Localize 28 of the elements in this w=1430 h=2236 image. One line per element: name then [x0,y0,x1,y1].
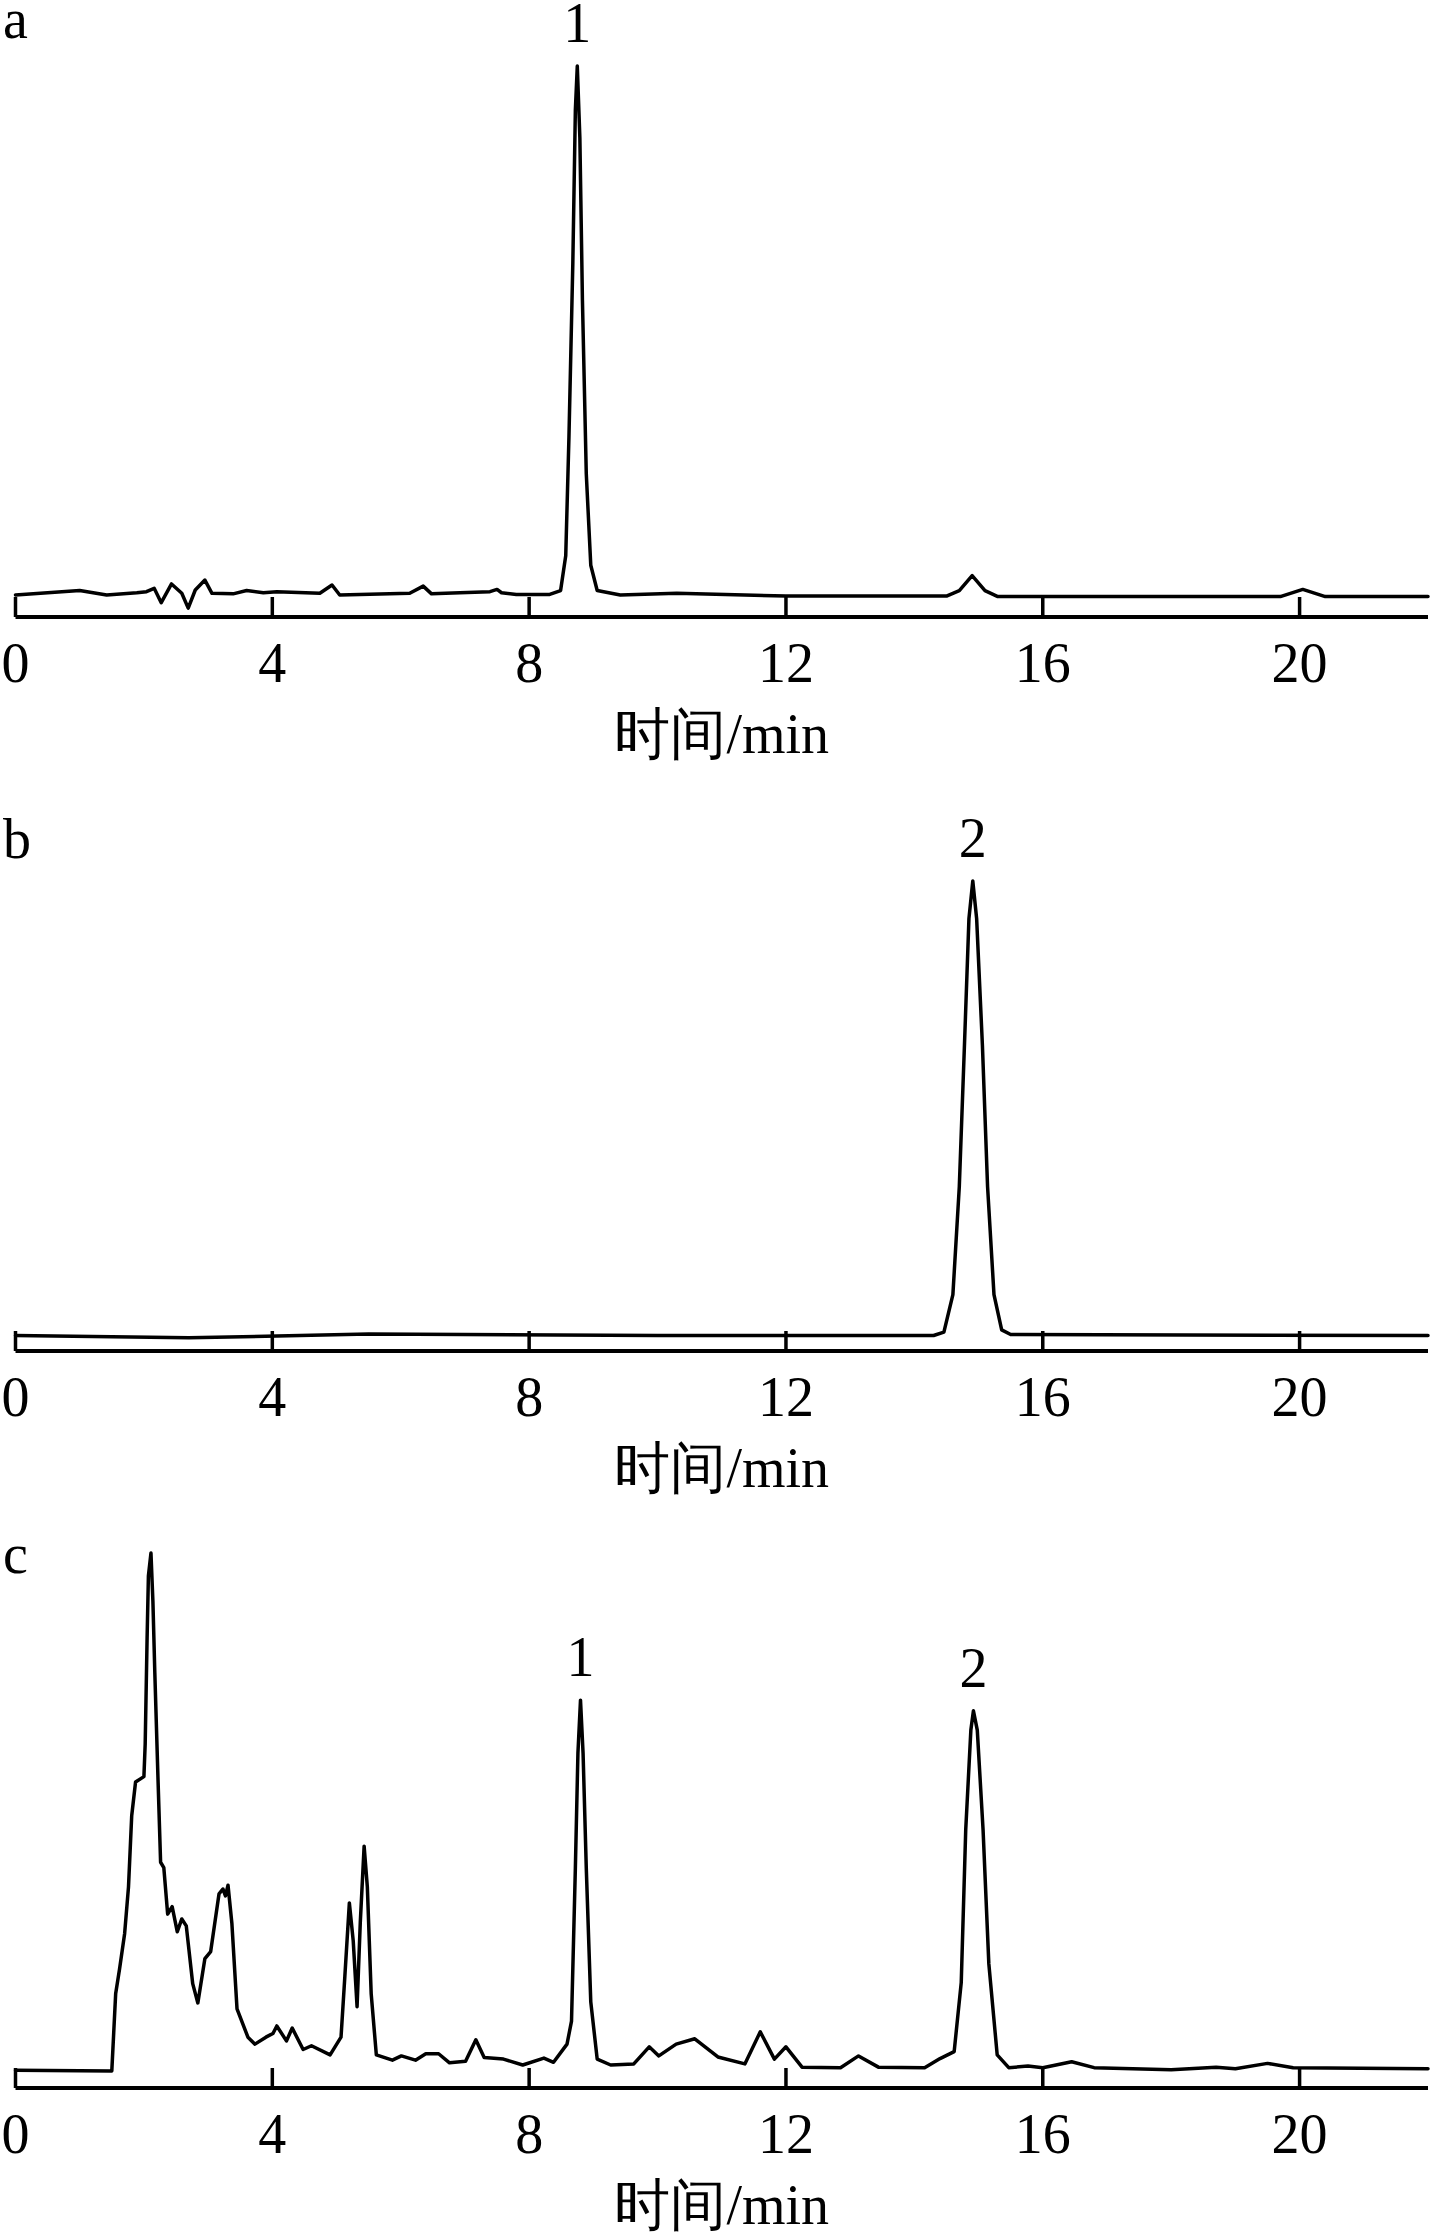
x-tick-label: 20 [1271,1366,1328,1428]
x-tick-label: 20 [1271,632,1328,694]
annotation: 2 [958,807,987,869]
x-tick-label: 16 [1014,2103,1071,2165]
title: a [3,0,28,50]
xlabel: 时间/min [614,703,830,765]
x-tick-label: 16 [1014,1366,1071,1428]
annotation: 2 [959,1636,988,1699]
x-tick-label: 20 [1271,2103,1328,2165]
annotation: 1 [563,0,592,54]
x-tick-label: 4 [258,1366,287,1428]
xlabel: 时间/min [614,2174,830,2236]
xlabel: 时间/min [614,1437,830,1499]
x-tick-label: 8 [515,1366,544,1428]
x-tick-label: 12 [757,632,814,694]
title: c [3,1523,28,1585]
x-tick-label: 4 [258,2103,287,2165]
x-tick-label: 0 [1,632,30,694]
x-tick-label: 0 [1,1366,30,1428]
x-tick-label: 16 [1014,632,1071,694]
title: b [3,808,31,870]
x-tick-label: 12 [757,1366,814,1428]
annotation: 1 [566,1626,595,1689]
x-tick-label: 8 [515,632,544,694]
x-tick-label: 8 [515,2103,544,2165]
x-tick-label: 4 [258,632,287,694]
x-tick-label: 0 [1,2103,30,2165]
x-tick-label: 12 [757,2103,814,2165]
